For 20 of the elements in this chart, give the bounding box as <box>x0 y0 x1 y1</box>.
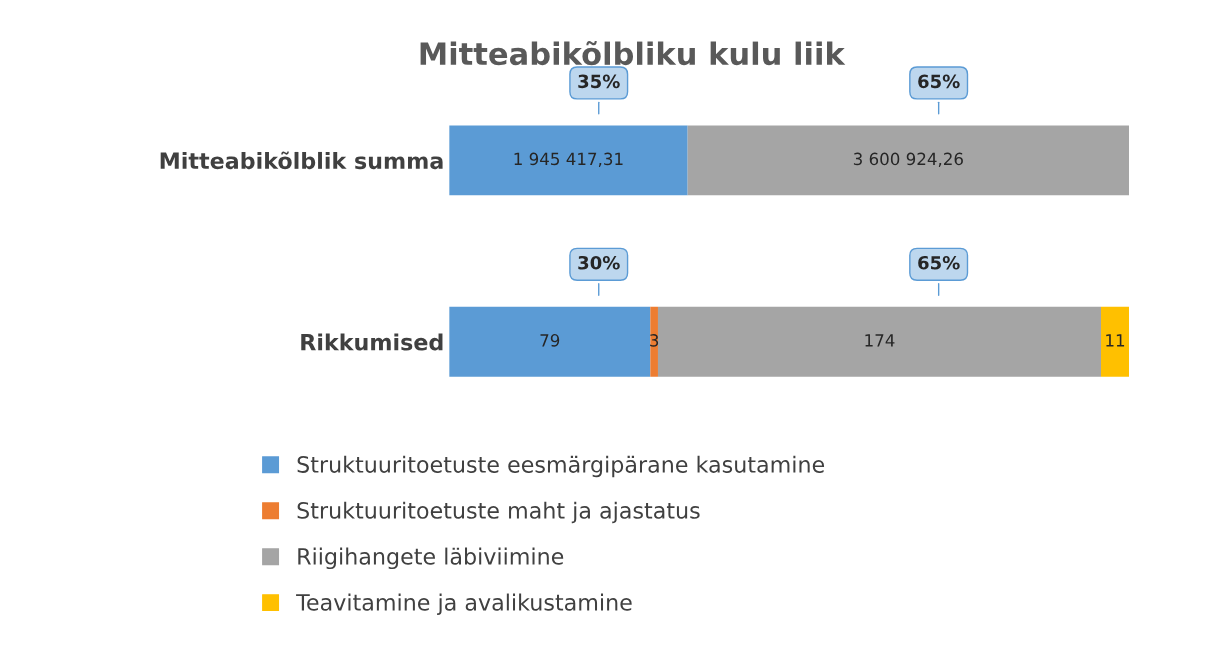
data-label: 1 945 417,31 <box>514 152 623 167</box>
data-label: 79 <box>540 334 560 347</box>
legend-label: Struktuuritoetuste maht ja ajastatus <box>297 501 700 524</box>
text: 65% <box>918 74 960 89</box>
data-label: 11 <box>1106 334 1125 347</box>
chart-title: Mitteabikõlbliku kulu liik <box>420 41 846 66</box>
legend-label: Teavitamine ja avalikustamine <box>296 593 632 616</box>
bar <box>1101 306 1130 377</box>
text: 30% <box>578 255 620 270</box>
data-label: 174 <box>865 334 895 347</box>
bar <box>449 306 651 377</box>
legend-label: Riigihangete läbiviimine <box>298 547 564 570</box>
y-tick-label: Rikkumised <box>301 333 443 351</box>
legend-label: Struktuuritoetuste eesmärgipärane kasutamine <box>297 455 825 478</box>
text: 35% <box>578 74 620 89</box>
text: 65% <box>918 255 960 270</box>
bar <box>650 306 658 377</box>
y-tick-label: Mitteabikõlblik summa <box>160 151 443 170</box>
data-label: 3 600 924,26 <box>853 152 963 167</box>
data-label: 3 <box>650 334 659 347</box>
